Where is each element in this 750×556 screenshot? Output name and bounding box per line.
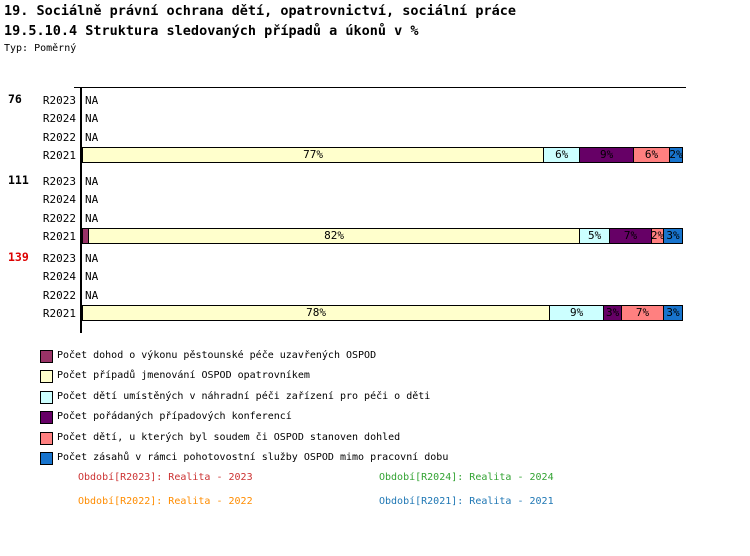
row-period-label: R2022	[42, 130, 76, 144]
bar-segment-value-label: 82%	[324, 228, 344, 242]
na-value: NA	[85, 211, 99, 225]
bar-segment: 5%	[580, 228, 611, 243]
group-total-label: 139	[8, 250, 29, 264]
bar-segment: 7%	[610, 228, 653, 243]
bar-segment-value-label: 3%	[666, 305, 680, 319]
legend-label: Počet zásahů v rámci pohotovostní služby…	[57, 452, 449, 463]
chart-row: R2022 NA	[0, 212, 750, 231]
chart-row: R2022 NA	[0, 289, 750, 308]
bar-segment: 6%	[544, 147, 581, 162]
group-total-label: 76	[8, 92, 22, 106]
bar-group-111: 111 R2023 NA R2024 NA R2022 NA R2021 82% 5% 7% 2% 3%	[0, 173, 750, 249]
chart-row: R2024 NA	[0, 193, 750, 212]
row-period-label: R2024	[42, 270, 76, 284]
row-period-label: R2023	[42, 175, 76, 188]
period-label: Období[R2022]: Realita - 2022	[78, 496, 253, 507]
legend-label: Počet dětí, u kterých byl soudem či OSPO…	[57, 431, 401, 443]
bar-segment: 3%	[604, 305, 623, 320]
bar-segment: 78%	[83, 305, 551, 320]
row-period-label: R2024	[42, 112, 76, 126]
legend-label: Počet pořádaných případových konferencí	[57, 411, 292, 423]
chart-row: R2023 NA	[0, 252, 750, 271]
na-value: NA	[85, 252, 99, 265]
chart-row: R2021 78% 9% 3% 7% 3%	[0, 304, 750, 326]
period-label: Období[R2023]: Realita - 2023	[78, 472, 253, 483]
na-value: NA	[85, 112, 99, 126]
axis-vertical-line	[80, 87, 82, 333]
legend-color-swatch-icon	[40, 390, 53, 404]
bar-segment: 9%	[550, 305, 605, 320]
bar-segment: 77%	[83, 147, 545, 162]
bar-segment: 9%	[580, 147, 635, 162]
legend-color-swatch-icon	[40, 452, 53, 465]
row-period-label: R2023	[42, 252, 76, 265]
na-value: NA	[85, 193, 99, 207]
bar-segment-value-label: 7%	[623, 228, 638, 242]
legend-color-swatch-icon	[40, 350, 53, 363]
legend-color-swatch-icon	[40, 411, 53, 425]
legend-color-swatch-icon	[40, 431, 53, 445]
na-value: NA	[85, 270, 99, 284]
bar-segment: 7%	[622, 305, 665, 320]
stacked-bar: 82% 5% 7% 2% 3%	[82, 227, 683, 244]
legend-label: Počet dětí umístěných v náhradní péči za…	[57, 390, 431, 402]
bar-segment-value-label: 9%	[570, 305, 584, 319]
bar-segment-value-label: 2%	[670, 147, 682, 161]
bar-segment: 2%	[670, 147, 682, 162]
period-label: Období[R2021]: Realita - 2021	[379, 496, 554, 507]
na-value: NA	[85, 130, 99, 144]
bar-group-139: 139 R2023 NA R2024 NA R2022 NA R2021 78% 9% 3% 7% 3%	[0, 250, 750, 326]
bar-segment: 6%	[634, 147, 670, 162]
stacked-bar: 77% 6% 9% 6% 2%	[82, 146, 683, 163]
row-period-label: R2022	[42, 211, 76, 225]
bar-segment-value-label: 7%	[635, 305, 650, 319]
bar-segment-value-label: 3%	[605, 305, 620, 319]
na-value: NA	[85, 94, 99, 107]
bar-segment-value-label: 3%	[666, 228, 680, 242]
chart-subtitle: 19.5.10.4 Struktura sledovaných případů …	[4, 23, 419, 39]
row-period-label: R2024	[42, 193, 76, 207]
bar-group-76: 76 R2023 NA R2024 NA R2022 NA R2021 77% 6% 9% 6% 2%	[0, 92, 750, 168]
bar-segment: 2%	[652, 228, 664, 243]
chart-title: 19. Sociálně právní ochrana dětí, opatro…	[4, 3, 517, 19]
chart-row: R2024 NA	[0, 270, 750, 289]
axis-top-tick-line	[74, 87, 686, 88]
bar-segment-value-label: 77%	[303, 147, 324, 161]
bar-segment-value-label: 6%	[555, 147, 569, 161]
bar-segment-value-label: 5%	[588, 228, 602, 242]
bar-segment-value-label: 6%	[644, 147, 659, 161]
bar-segment: 3%	[664, 305, 682, 320]
row-period-label: R2021	[42, 149, 76, 163]
legend-color-swatch-icon	[40, 370, 53, 384]
bar-segment	[83, 228, 89, 243]
row-period-label: R2021	[42, 230, 76, 244]
chart-row: R2021 77% 6% 9% 6% 2%	[0, 146, 750, 168]
bar-segment: 3%	[663, 228, 682, 243]
row-period-label: R2023	[42, 94, 76, 107]
legend-label: Počet dohod o výkonu pěstounské péče uza…	[57, 350, 377, 361]
chart-row: R2023 NA	[0, 94, 750, 113]
period-label: Období[R2024]: Realita - 2024	[379, 472, 554, 483]
na-value: NA	[85, 288, 99, 302]
bar-segment: 82%	[88, 228, 581, 243]
bar-segment-value-label: 9%	[599, 147, 614, 161]
row-period-label: R2022	[42, 288, 76, 302]
chart-type-label: Typ: Poměrný	[4, 43, 77, 54]
na-value: NA	[85, 175, 99, 188]
chart-row: R2021 82% 5% 7% 2% 3%	[0, 227, 750, 249]
chart-row: R2022 NA	[0, 131, 750, 150]
chart-row: R2023 NA	[0, 175, 750, 194]
legend-label: Počet případů jmenování OSPOD opatrovník…	[57, 370, 310, 382]
bar-segment-value-label: 78%	[306, 305, 327, 319]
chart-row: R2024 NA	[0, 112, 750, 131]
stacked-bar: 78% 9% 3% 7% 3%	[82, 304, 683, 321]
group-total-label: 111	[8, 173, 29, 187]
row-period-label: R2021	[42, 307, 76, 321]
bar-segment-value-label: 2%	[652, 228, 664, 242]
